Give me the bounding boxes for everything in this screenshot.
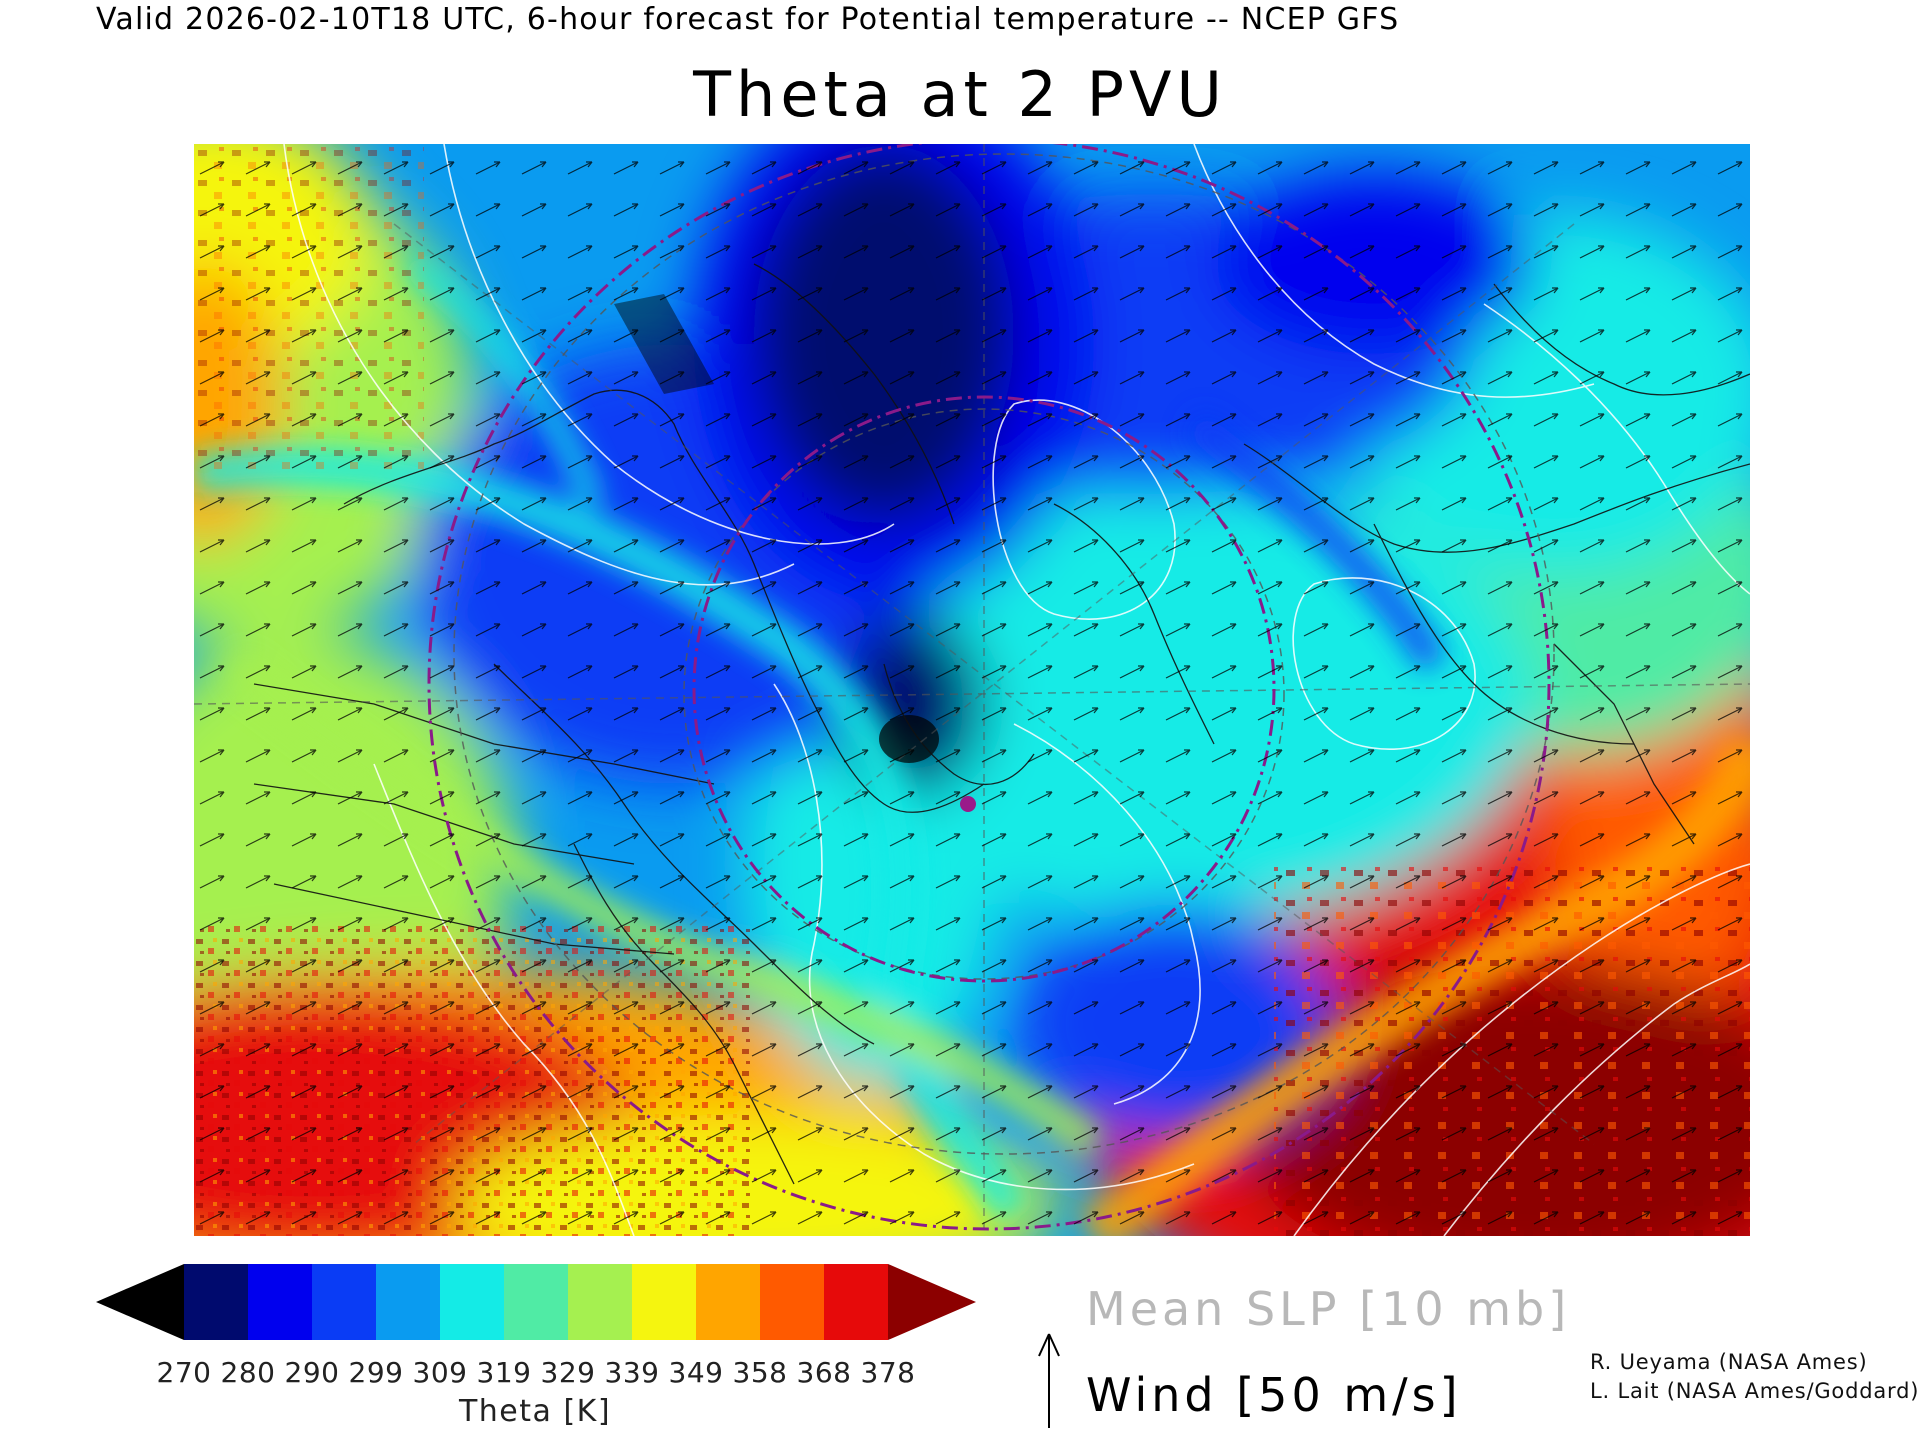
map-title: Theta at 2 PVU <box>693 58 1227 131</box>
colorbar-tick: 319 <box>476 1356 532 1389</box>
theta-colorbar <box>96 1264 976 1340</box>
wind-vectors <box>194 144 1750 1236</box>
colorbar-tick: 378 <box>860 1356 916 1389</box>
colorbar-swatches <box>184 1264 888 1340</box>
colorbar-below-min-triangle <box>96 1264 184 1340</box>
credit-line: R. Ueyama (NASA Ames) <box>1590 1350 1868 1374</box>
colorbar-tick: 358 <box>732 1356 788 1389</box>
colorbar-tick: 349 <box>668 1356 724 1389</box>
slp-legend-label: Mean SLP [10 mb] <box>1086 1282 1571 1336</box>
theta-map <box>194 144 1750 1236</box>
colorbar-tick: 290 <box>284 1356 340 1389</box>
colorbar-tick: 270 <box>156 1356 212 1389</box>
wind-legend-label: Wind [50 m/s] <box>1086 1368 1462 1422</box>
colorbar-tick: 299 <box>348 1356 404 1389</box>
wind-scale-arrow-icon <box>1038 1333 1060 1428</box>
valid-time-caption: Valid 2026-02-10T18 UTC, 6-hour forecast… <box>96 2 1400 37</box>
colorbar-tick: 309 <box>412 1356 468 1389</box>
colorbar-above-max-triangle <box>888 1264 976 1340</box>
colorbar-tick: 368 <box>796 1356 852 1389</box>
colorbar-title: Theta [K] <box>458 1394 612 1429</box>
colorbar-tick: 280 <box>220 1356 276 1389</box>
colorbar-tick: 329 <box>540 1356 596 1389</box>
colorbar-tick-labels: 270 280 290 299 309 319 329 339 349 358 … <box>96 1356 976 1390</box>
credit-line: L. Lait (NASA Ames/Goddard) <box>1590 1379 1920 1403</box>
colorbar-tick: 339 <box>604 1356 660 1389</box>
